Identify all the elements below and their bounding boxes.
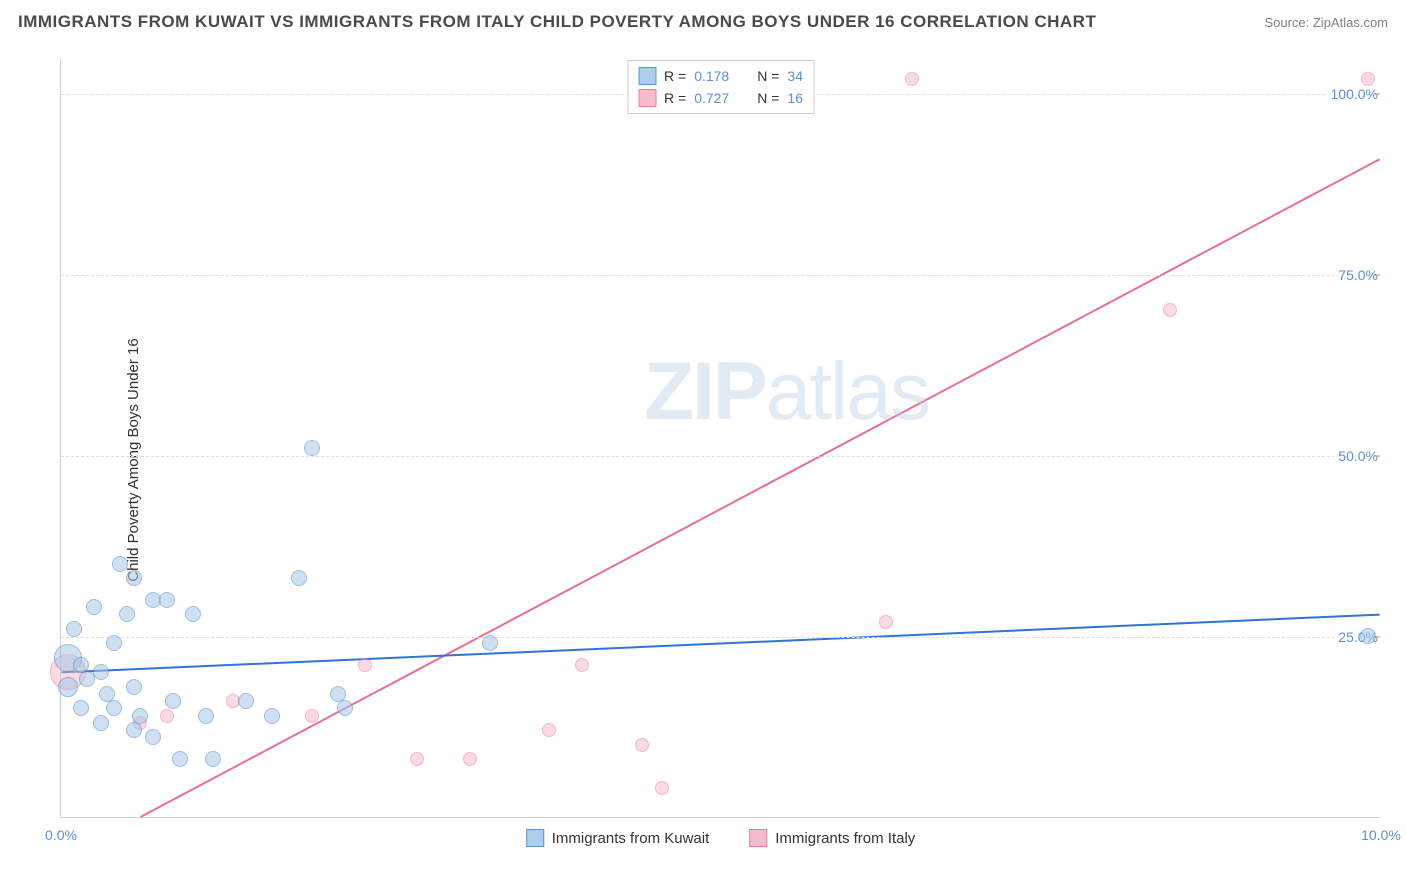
kuwait-point [58,677,78,697]
kuwait-point [126,570,142,586]
source-label: Source: ZipAtlas.com [1264,15,1388,30]
italy-point [463,752,477,766]
kuwait-point [205,751,221,767]
italy-point [1361,72,1375,86]
kuwait-point [119,606,135,622]
italy-point [879,615,893,629]
kuwait-point [165,693,181,709]
kuwait-point [106,635,122,651]
italy-point [905,72,919,86]
kuwait-point [126,722,142,738]
italy-point [358,658,372,672]
italy-point [575,658,589,672]
gridline [61,637,1380,638]
kuwait-point [126,679,142,695]
kuwait-point [93,664,109,680]
italy-point [1163,303,1177,317]
y-tick-mark [1374,94,1380,95]
y-tick-mark [1374,456,1380,457]
kuwait-point [93,715,109,731]
kuwait-point [172,751,188,767]
gridline [61,275,1380,276]
kuwait-point [337,700,353,716]
italy-point [410,752,424,766]
kuwait-point [482,635,498,651]
legend-item-italy: Immigrants from Italy [749,829,915,847]
kuwait-point [112,556,128,572]
page-title: IMMIGRANTS FROM KUWAIT VS IMMIGRANTS FRO… [18,12,1096,32]
italy-point [542,723,556,737]
y-tick-mark [1374,275,1380,276]
kuwait-point [145,729,161,745]
kuwait-point [132,708,148,724]
swatch-kuwait [638,67,656,85]
legend-row-kuwait: R = 0.178 N = 34 [638,65,803,87]
kuwait-point [73,700,89,716]
italy-point [655,781,669,795]
kuwait-point [198,708,214,724]
kuwait-point [238,693,254,709]
italy-point [160,709,174,723]
swatch-italy [638,89,656,107]
gridline [61,456,1380,457]
series-legend: Immigrants from Kuwait Immigrants from I… [526,829,916,847]
kuwait-point [304,440,320,456]
plot-area: ZIPatlas R = 0.178 N = 34 R = 0.727 N = … [60,58,1380,818]
swatch-kuwait [526,829,544,847]
kuwait-point [66,621,82,637]
kuwait-point [264,708,280,724]
x-tick-label: 10.0% [1361,827,1401,843]
legend-item-kuwait: Immigrants from Kuwait [526,829,710,847]
italy-point [305,709,319,723]
kuwait-point [291,570,307,586]
kuwait-point [86,599,102,615]
legend-row-italy: R = 0.727 N = 16 [638,87,803,109]
x-tick-label: 0.0% [45,827,77,843]
kuwait-point [159,592,175,608]
kuwait-point [106,700,122,716]
trend-line [61,615,1379,673]
trend-line [140,159,1379,817]
swatch-italy [749,829,767,847]
trend-lines [61,58,1380,817]
chart-container: Child Poverty Among Boys Under 16 ZIPatl… [0,40,1406,880]
kuwait-point [185,606,201,622]
kuwait-point [1360,628,1376,644]
correlation-legend: R = 0.178 N = 34 R = 0.727 N = 16 [627,60,814,114]
italy-point [635,738,649,752]
